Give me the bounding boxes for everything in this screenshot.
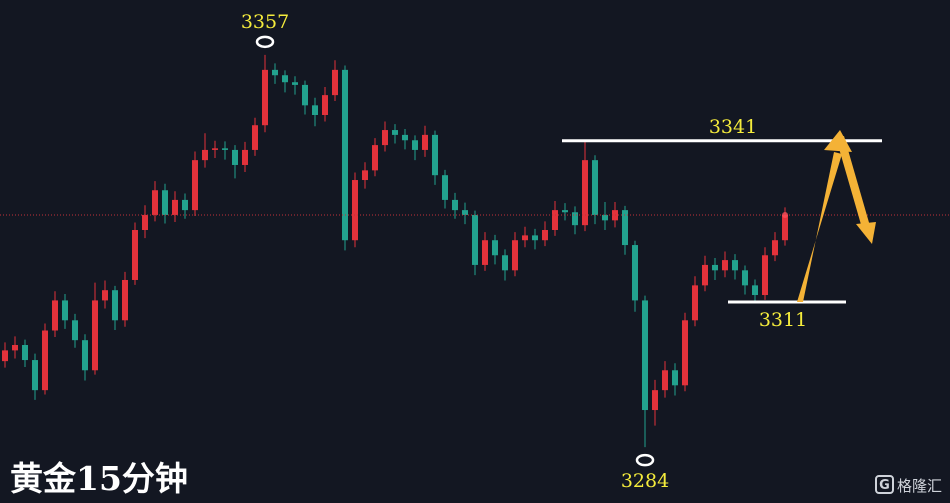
candle-body [422,134,428,150]
candle-body [32,360,38,391]
candle-body [572,212,578,226]
candle-body [742,270,748,286]
candle-body [602,214,608,221]
candle-body [152,190,158,215]
candle-body [482,240,488,265]
candle-body [652,390,658,411]
candle-body [772,240,778,256]
arrow-down [836,136,870,228]
candle-body [162,190,168,215]
candle-body [412,140,418,150]
candle-body [142,214,148,231]
candle-body [122,279,128,321]
candle-body [452,199,458,211]
candle-body [702,264,708,286]
candle-body [522,235,528,241]
watermark-logo-letter: G [879,478,890,493]
candle-body [552,210,558,231]
candle-body [432,134,438,176]
high-marker [255,35,275,49]
candle-body [722,260,728,271]
candle-body [632,245,638,301]
candle-body [352,180,358,241]
candle-body [462,210,468,215]
candle-body [222,148,228,150]
candle-body [172,199,178,215]
candle-body [272,69,278,76]
candle-body [492,240,498,256]
candle-body [762,255,768,296]
candle-body [82,340,88,371]
candle-body [542,230,548,241]
last-price-dot [782,211,788,218]
candle-body [532,235,538,241]
candle-body [392,130,398,135]
candle-body [92,300,98,371]
candle-body [582,160,588,226]
candle-body [622,210,628,246]
level-label: 3341 [709,116,757,138]
candle-body [382,130,388,146]
candle-body [782,214,788,241]
chart-title: 黄金15分钟 [10,459,188,498]
candle-body [752,285,758,296]
candle-body [12,345,18,351]
candle-body [102,290,108,301]
watermark-logo [875,475,894,494]
candle-body [332,69,338,96]
candle-body [692,285,698,321]
candle-body [372,145,378,171]
candle-body [672,370,678,386]
candle-body [2,350,8,362]
candle-body [252,125,258,150]
arrow-down-head [856,222,876,244]
watermark: 格隆汇 [897,477,942,495]
candle-body [42,330,48,391]
candle-body [362,170,368,181]
candle-body [442,175,448,200]
candle-body [182,199,188,211]
candle-body [52,300,58,331]
candle-body [312,105,318,116]
high-label: 3357 [241,11,289,33]
annotations: 3357 3284 3341 3311 [241,11,882,492]
candles [0,54,950,448]
arrow-up [797,152,842,302]
candle-body [712,264,718,271]
candle-body [402,134,408,141]
candle-body [132,230,138,280]
low-marker [635,453,655,467]
candle-body [302,84,308,106]
candle-body [242,149,248,165]
candle-body [592,160,598,215]
candle-body [562,210,568,213]
candle-body [112,290,118,321]
candle-body [642,300,648,411]
candle-body [72,320,78,341]
low-label: 3284 [621,470,669,492]
candle-body [292,82,298,85]
candle-body [322,95,328,116]
candle-body [682,320,688,386]
candle-body [202,149,208,161]
candle-body [192,160,198,211]
candle-body [212,148,218,150]
candle-body [262,69,268,126]
candle-body [62,300,68,321]
level-label: 3311 [759,309,807,331]
candle-body [22,345,28,361]
candle-body [472,214,478,265]
candle-body [282,75,288,83]
candle-body [232,149,238,165]
candle-body [732,260,738,271]
candle-body [512,240,518,271]
candle-body [662,370,668,391]
candle-body [502,255,508,271]
candle-body [342,69,348,241]
